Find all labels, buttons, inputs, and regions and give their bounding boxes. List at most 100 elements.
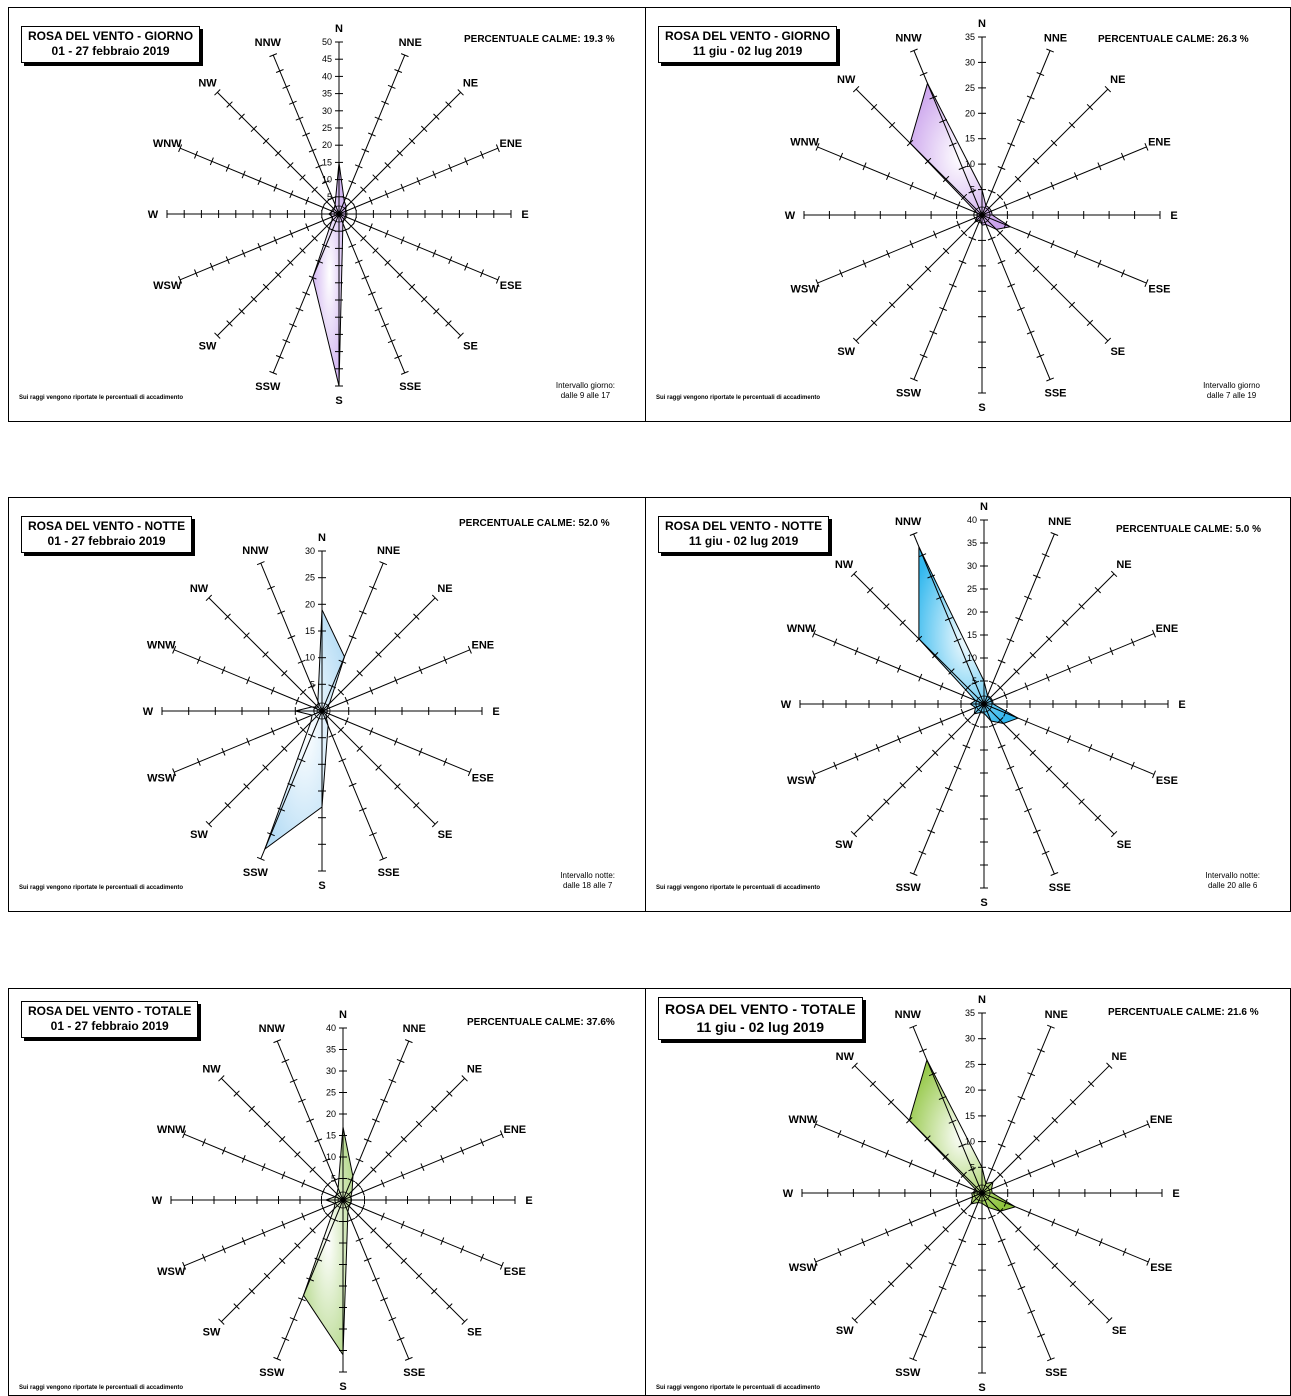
spoke-tick <box>297 758 306 763</box>
spoke-tick <box>1146 1258 1151 1266</box>
direction-label-wsw: WSW <box>791 284 820 296</box>
spoke-tick <box>1050 139 1058 147</box>
spoke-tick <box>1087 1298 1095 1306</box>
spoke-tick <box>275 271 282 278</box>
spoke-tick <box>1098 1139 1103 1148</box>
direction-label-ne: NE <box>1116 559 1131 571</box>
spoke-tick <box>997 260 1006 264</box>
spoke-tick <box>1017 1286 1026 1291</box>
spoke-tick <box>309 1227 316 1234</box>
spoke-tick <box>396 1058 405 1063</box>
spoke-tick <box>413 802 420 809</box>
spoke-tick <box>380 1179 385 1188</box>
spoke-tick <box>987 236 996 241</box>
spoke-tick <box>1104 85 1112 93</box>
spoke-tick <box>932 652 939 659</box>
spoke-tick <box>275 69 284 73</box>
spoke-tick <box>408 137 416 145</box>
spoke-tick <box>815 143 820 151</box>
spoke-tick <box>250 295 258 303</box>
tick-label: 25 <box>965 83 975 93</box>
spoke-tick <box>282 84 291 89</box>
tick-label: 5 <box>972 676 977 686</box>
spoke-tick <box>948 1119 957 1124</box>
panel-subtitle: 01 - 27 febbraio 2019 <box>47 534 166 548</box>
interval-note: Intervallo giorno: dalle 9 alle 17 <box>556 381 615 401</box>
spoke-tick <box>1007 283 1016 288</box>
spoke-tick <box>852 85 860 93</box>
direction-label-e: E <box>525 1195 532 1207</box>
spoke-ene <box>981 146 1147 216</box>
spoke-tick <box>1047 1024 1055 1029</box>
spoke-tick <box>1017 306 1025 311</box>
tick-label-zero: 0 <box>334 1195 339 1205</box>
spoke-tick <box>323 198 331 206</box>
spoke-tick <box>205 594 213 602</box>
spoke-tick <box>1045 726 1050 735</box>
spoke-tick <box>394 355 403 359</box>
spoke-tick <box>415 1120 423 1128</box>
direction-label-nw: NW <box>190 583 209 595</box>
spoke-tick <box>307 733 316 738</box>
direction-label-wnw: WNW <box>787 623 816 635</box>
tick-label: 30 <box>967 561 977 571</box>
interval-line-2: dalle 20 alle 6 <box>1207 881 1258 890</box>
spoke-tick <box>1037 1333 1045 1338</box>
tick-label: 35 <box>326 1045 336 1055</box>
direction-label-sw: SW <box>835 839 853 851</box>
spoke-sw <box>855 214 983 342</box>
spoke-tick <box>396 1337 405 1342</box>
direction-label-n: N <box>318 532 326 544</box>
spoke-tick <box>363 1138 372 1143</box>
spoke-tick <box>311 186 318 193</box>
spoke-tick <box>356 745 363 752</box>
spoke-tick <box>314 1257 323 1262</box>
spoke-tick <box>394 632 401 639</box>
calme-value: 21.6 % <box>1227 1007 1259 1018</box>
spoke-tick <box>1033 1244 1040 1251</box>
spoke-tick <box>182 1261 187 1270</box>
spoke-tick <box>1120 152 1125 161</box>
spoke-tick <box>1014 175 1022 183</box>
spoke-tick <box>1088 744 1093 752</box>
direction-label-wsw: WSW <box>787 775 816 787</box>
spoke-tick <box>942 1226 949 1233</box>
direction-label-sw: SW <box>190 829 208 841</box>
spoke-tick <box>1027 1208 1032 1217</box>
spoke-tick <box>919 72 928 77</box>
spoke-tick <box>910 377 918 382</box>
wind-rose-panel-1: N NNE NE ENE E ESE SE SSE S SSW SW WSW W WNW NW NNW 5 10 1… <box>8 7 646 422</box>
spoke-tick <box>178 144 183 153</box>
spoke-tick <box>1032 265 1040 273</box>
spoke-tick <box>1062 782 1069 789</box>
spoke-tick <box>282 339 291 344</box>
spoke-tick <box>909 240 914 249</box>
spoke-tick <box>918 673 923 682</box>
spoke-tick <box>1110 570 1118 578</box>
wind-rose-chart-4: N NNE NE ENE E ESE SE SSE S SSW SW WSW W WNW NW NNW 5 10 1… <box>781 501 1186 909</box>
tick-label: 15 <box>322 157 332 167</box>
spoke-nne <box>981 1026 1052 1194</box>
direction-label-nw: NW <box>837 74 856 86</box>
spoke-tick <box>298 1098 306 1103</box>
wind-rose-chart-6: N NNE NE ENE E ESE SE SSE S SSW SW WSW W WNW NW NNW 5 10 1… <box>783 994 1180 1394</box>
direction-label-nw: NW <box>202 1064 221 1076</box>
spoke-tick <box>344 696 349 705</box>
spoke-tick <box>381 100 389 105</box>
spoke-tick <box>348 782 357 787</box>
spoke-sse <box>981 1192 1052 1360</box>
direction-label-e: E <box>492 706 499 718</box>
spoke-tick <box>384 259 391 266</box>
spoke-tick <box>400 1257 407 1264</box>
spoke-tick <box>363 1257 372 1262</box>
tick-label: 45 <box>322 54 332 64</box>
spoke-tick <box>927 829 936 834</box>
spoke-tick <box>495 144 500 153</box>
spoke-tick <box>813 1120 818 1128</box>
spoke-tick <box>968 1167 977 1172</box>
direction-label-nnw: NNW <box>895 1009 922 1021</box>
spoke-tick <box>348 635 357 640</box>
calme-value: 37.6% <box>586 1017 615 1028</box>
spoke-tick <box>289 190 294 199</box>
spoke-tick <box>968 1214 977 1219</box>
